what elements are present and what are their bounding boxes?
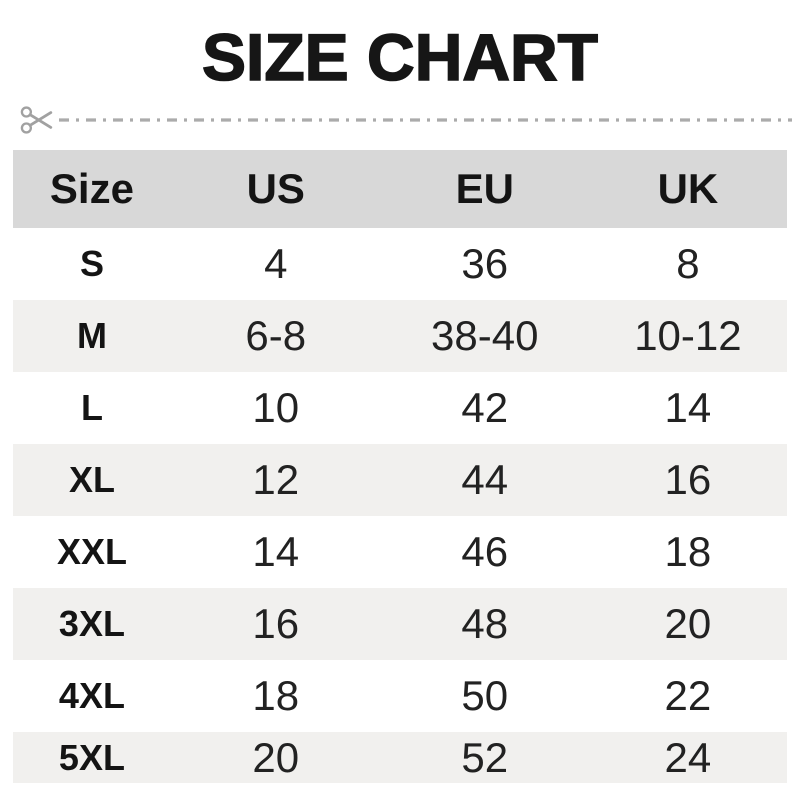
cut-divider <box>20 102 792 138</box>
us-cell: 6-8 <box>245 312 307 359</box>
eu-cell: 36 <box>461 240 509 287</box>
table-row: 4XL 18 50 22 <box>13 660 787 732</box>
us-cell: 4 <box>264 240 288 287</box>
us-cell: 18 <box>252 672 300 719</box>
scissors-icon <box>20 106 53 134</box>
eu-cell: 52 <box>461 733 509 781</box>
size-cell: 3XL <box>58 603 125 644</box>
dashed-cut-line <box>59 118 792 122</box>
size-chart-table: Size US EU UK S 4 36 8 M 6-8 38-40 10-12… <box>13 150 787 783</box>
size-cell: XXL <box>56 531 127 572</box>
eu-cell: 46 <box>461 528 509 575</box>
eu-cell: 42 <box>461 384 509 431</box>
uk-cell: 24 <box>664 733 712 781</box>
eu-cell: 48 <box>461 600 509 647</box>
us-cell: 14 <box>252 528 300 575</box>
size-cell: L <box>80 387 103 428</box>
us-cell: 12 <box>252 456 300 503</box>
uk-cell: 18 <box>664 528 712 575</box>
uk-cell: 10-12 <box>634 312 742 359</box>
us-cell: 16 <box>252 600 300 647</box>
us-cell: 20 <box>252 733 300 781</box>
size-cell: M <box>76 315 107 356</box>
size-cell: XL <box>68 459 115 500</box>
table-row: 5XL 20 52 24 <box>13 732 787 783</box>
table-row: S 4 36 8 <box>13 228 787 300</box>
size-cell: 4XL <box>58 675 125 716</box>
size-cell: 5XL <box>58 736 125 778</box>
size-cell: S <box>79 243 104 284</box>
table-header-row: Size US EU UK <box>13 150 787 228</box>
eu-cell: 38-40 <box>431 312 539 359</box>
col-header-us: US <box>246 165 305 212</box>
uk-cell: 16 <box>664 456 712 503</box>
table-row: L 10 42 14 <box>13 372 787 444</box>
table-row: XXL 14 46 18 <box>13 516 787 588</box>
table-row: XL 12 44 16 <box>13 444 787 516</box>
col-header-uk: UK <box>657 165 719 212</box>
uk-cell: 20 <box>664 600 712 647</box>
uk-cell: 14 <box>664 384 712 431</box>
table-row: 3XL 16 48 20 <box>13 588 787 660</box>
col-header-size: Size <box>49 165 134 212</box>
uk-cell: 22 <box>664 672 712 719</box>
col-header-eu: EU <box>455 165 514 212</box>
eu-cell: 44 <box>461 456 509 503</box>
eu-cell: 50 <box>461 672 509 719</box>
page-title: SIZE CHART <box>201 20 599 94</box>
us-cell: 10 <box>252 384 300 431</box>
table-row: M 6-8 38-40 10-12 <box>13 300 787 372</box>
uk-cell: 8 <box>676 240 700 287</box>
